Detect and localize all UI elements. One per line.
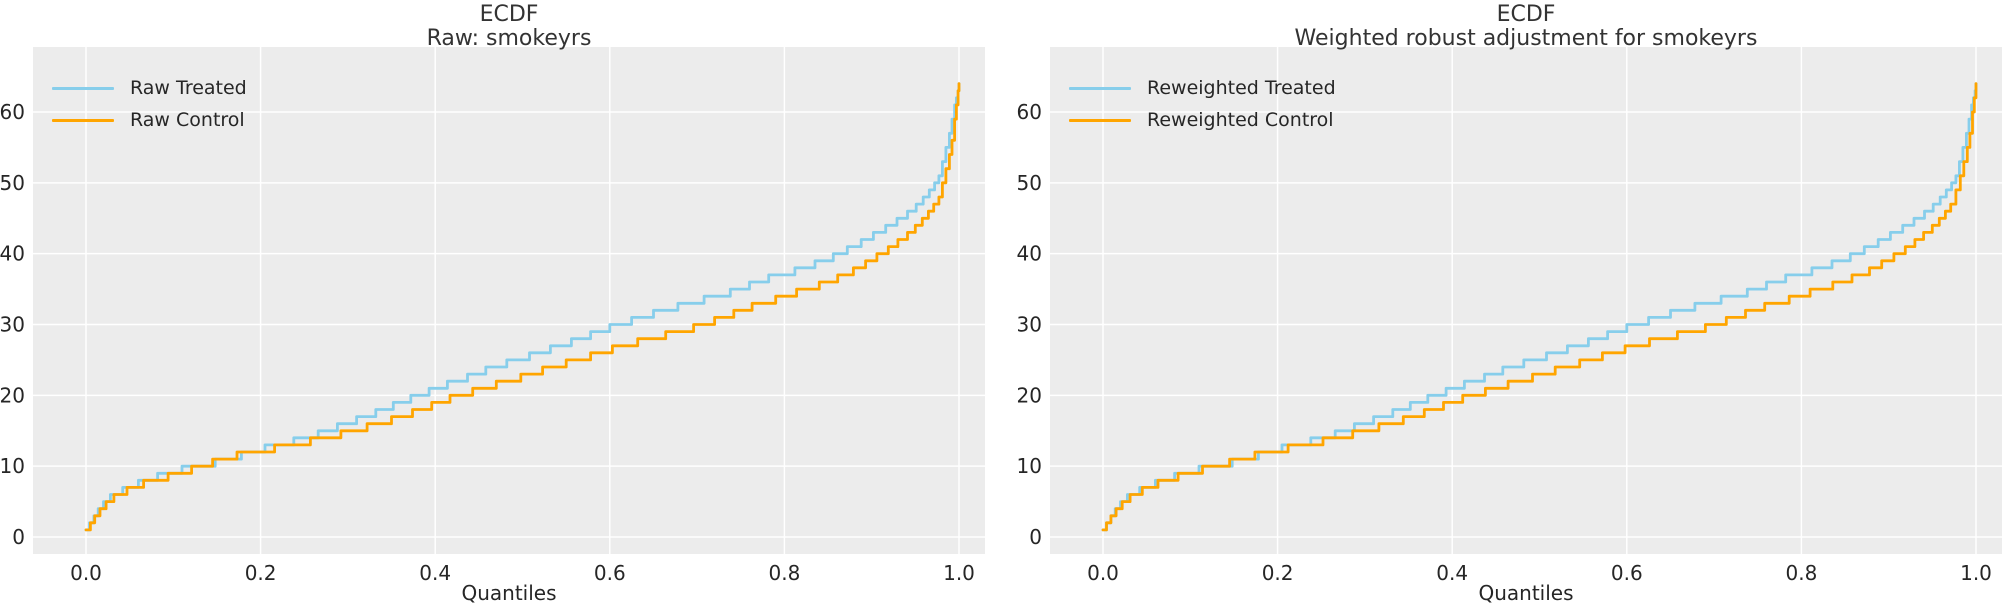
left-plot-title: ECDF Raw: smokeyrs [33, 3, 985, 51]
y-tick-label: 10 [1017, 454, 1042, 478]
y-tick-label: 40 [0, 242, 25, 266]
right-plot-title: ECDF Weighted robust adjustment for smok… [1050, 3, 2002, 51]
y-tick-label: 50 [1017, 171, 1042, 195]
x-tick-label: 0.6 [594, 561, 626, 585]
plot-area [1050, 47, 2002, 554]
x-tick-label: 0.8 [768, 561, 800, 585]
y-tick-label: 20 [0, 383, 25, 407]
right-title-line2: Weighted robust adjustment for smokeyrs [1294, 26, 1758, 51]
left-legend: Raw Treated Raw Control [52, 77, 247, 131]
legend-item-reweighted-control: Reweighted Control [1069, 109, 1336, 131]
raw-treated-legend-line [52, 86, 114, 90]
right-title-line1: ECDF [1496, 2, 1556, 27]
x-tick-label: 0.0 [1087, 561, 1119, 585]
raw-control-legend-line [52, 118, 114, 122]
y-tick-label: 0 [1029, 525, 1042, 549]
reweighted-treated-curve [1101, 82, 1978, 532]
right-legend: Reweighted Treated Reweighted Control [1069, 77, 1336, 131]
x-tick-label: 1.0 [943, 561, 975, 585]
y-tick-label: 20 [1017, 383, 1042, 407]
y-tick-label: 60 [0, 100, 25, 124]
y-tick-label: 30 [1017, 313, 1042, 337]
x-tick-label: 0.0 [70, 561, 102, 585]
left-title-line1: ECDF [479, 2, 539, 27]
legend-item-raw-control: Raw Control [52, 109, 247, 131]
x-tick-label: 0.2 [1262, 561, 1294, 585]
y-tick-label: 10 [0, 454, 25, 478]
legend-item-raw-treated: Raw Treated [52, 77, 247, 99]
reweighted-control-legend-label: Reweighted Control [1147, 109, 1334, 131]
x-tick-label: 0.4 [1436, 561, 1468, 585]
x-tick-label: 0.4 [419, 561, 451, 585]
left-title-line2: Raw: smokeyrs [426, 26, 592, 51]
y-tick-label: 0 [12, 525, 25, 549]
raw-control-curve [84, 82, 961, 532]
reweighted-treated-legend-label: Reweighted Treated [1147, 77, 1336, 99]
raw-treated-curve [84, 82, 961, 532]
raw-treated-legend-label: Raw Treated [130, 77, 247, 99]
legend-item-reweighted-treated: Reweighted Treated [1069, 77, 1336, 99]
y-tick-label: 60 [1017, 100, 1042, 124]
y-tick-label: 40 [1017, 242, 1042, 266]
x-tick-label: 0.8 [1785, 561, 1817, 585]
y-tick-label: 30 [0, 313, 25, 337]
right-xaxis-label: Quantiles [1478, 581, 1574, 605]
left-xaxis-label: Quantiles [461, 581, 557, 605]
x-tick-label: 0.6 [1611, 561, 1643, 585]
y-tick-label: 50 [0, 171, 25, 195]
reweighted-treated-legend-line [1069, 86, 1131, 90]
raw-control-legend-label: Raw Control [130, 109, 245, 131]
x-tick-label: 1.0 [1960, 561, 1992, 585]
reweighted-control-curve [1101, 82, 1978, 532]
reweighted-control-legend-line [1069, 118, 1131, 122]
x-tick-label: 0.2 [245, 561, 277, 585]
